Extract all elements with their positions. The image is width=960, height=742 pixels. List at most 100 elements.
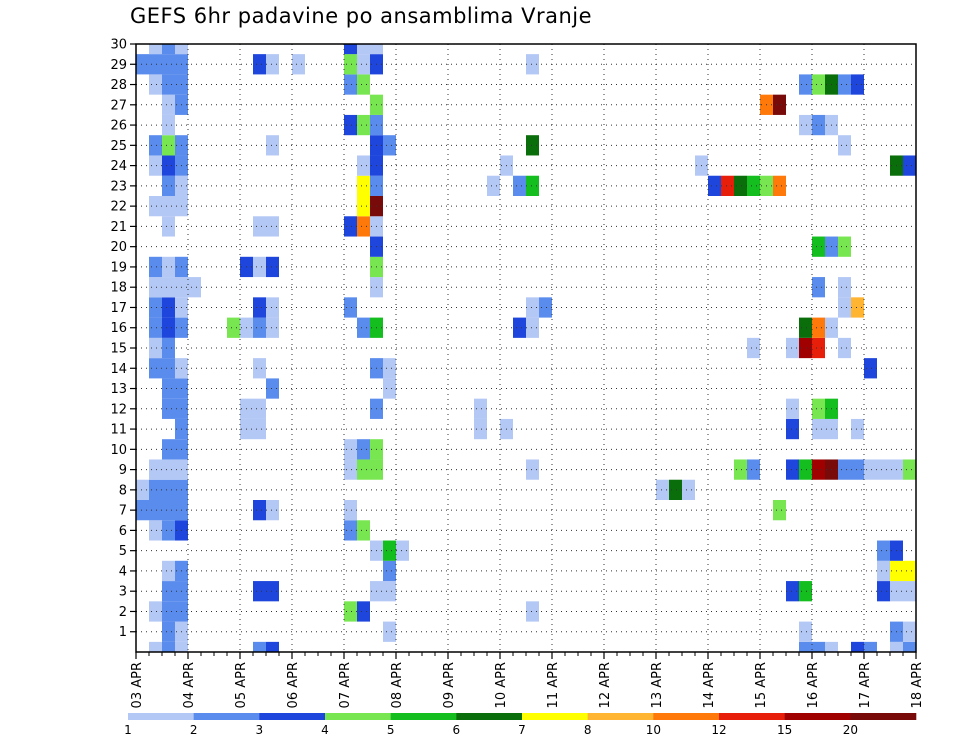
x-tick-label: 12 APR (598, 662, 613, 708)
y-tick-label: 8 (119, 483, 127, 498)
y-tick-label: 27 (110, 98, 127, 113)
heatmap-cell (162, 581, 175, 602)
colorbar-label: 1 (124, 723, 132, 737)
heatmap-cell (838, 277, 851, 298)
heatmap-cell (162, 358, 175, 379)
heatmap-cell (526, 135, 539, 156)
x-tick-label: 03 APR (130, 662, 145, 708)
colorbar-label: 5 (387, 723, 395, 737)
y-tick-label: 15 (110, 342, 127, 357)
heatmap-cell (188, 277, 201, 298)
heatmap-cell (253, 54, 266, 75)
heatmap-cell (812, 398, 825, 419)
heatmap-cell (370, 44, 383, 55)
heatmap-cell (812, 641, 825, 652)
x-tick-label: 04 APR (182, 662, 197, 708)
colorbar-swatch (522, 713, 588, 720)
heatmap-cell (344, 74, 357, 95)
heatmap-cell (812, 418, 825, 440)
heatmap-cell (162, 500, 175, 521)
colorbar-swatch (259, 713, 326, 720)
heatmap-cell (266, 256, 279, 278)
heatmap-cell (357, 216, 370, 237)
ticks-layer: 1234567891011121314151617181920212223242… (110, 38, 925, 709)
heatmap-cell (162, 175, 175, 196)
heatmap-cell (799, 337, 812, 359)
heatmap-cell (838, 337, 851, 359)
heatmap-cell (838, 236, 851, 257)
heatmap-cell (162, 520, 175, 541)
x-tick-label: 16 APR (806, 662, 821, 708)
heatmap-cell (812, 459, 825, 480)
heatmap-cell (838, 74, 851, 95)
heatmap-cell (149, 44, 162, 55)
y-tick-label: 5 (119, 544, 127, 559)
heatmap-cell (799, 114, 812, 136)
heatmap-cell (708, 175, 721, 196)
heatmap-cell (838, 297, 851, 318)
heatmap-cell (812, 277, 825, 298)
heatmap-cell (903, 560, 916, 582)
heatmap-cell (162, 94, 175, 115)
y-tick-label: 18 (110, 281, 127, 296)
heatmap-cell (266, 500, 279, 521)
heatmap-cell (877, 560, 890, 582)
heatmap-cell (357, 114, 370, 136)
heatmap-cell (474, 418, 487, 440)
heatmap-cell (162, 297, 175, 318)
heatmap-cell (799, 621, 812, 642)
colorbar-swatch (193, 713, 260, 720)
colorbar-swatch (456, 713, 523, 720)
y-tick-label: 19 (110, 260, 127, 275)
heatmap-cell (383, 560, 396, 582)
heatmap-cell (357, 459, 370, 480)
y-tick-label: 20 (110, 240, 127, 255)
heatmap-cell (162, 337, 175, 359)
y-tick-label: 24 (110, 159, 127, 174)
heatmap-cell (344, 601, 357, 622)
heatmap-cell (266, 216, 279, 237)
colorbar-label: 7 (518, 723, 526, 737)
heatmap-cell (526, 175, 539, 196)
heatmap-cell (136, 54, 149, 75)
colorbar: 1 2 3 4 5 6 7 8 10 12 15 20 (124, 713, 917, 737)
y-tick-label: 26 (110, 119, 127, 134)
heatmap-cell (344, 439, 357, 460)
heatmap-cell (526, 297, 539, 318)
heatmap-cell (162, 196, 175, 217)
heatmap-cell (344, 500, 357, 521)
heatmap-cell (162, 54, 175, 75)
heatmap-cell (253, 297, 266, 318)
cells-layer (136, 44, 916, 652)
heatmap-cell (253, 398, 266, 419)
heatmap-cell (773, 94, 786, 115)
heatmap-cell (838, 459, 851, 480)
colorbar-label: 3 (256, 723, 264, 737)
x-tick-label: 15 APR (754, 662, 769, 708)
heatmap-cell (734, 459, 747, 480)
heatmap-cell (292, 54, 305, 75)
heatmap-cell (253, 317, 266, 338)
heatmap-cell (851, 297, 864, 318)
y-tick-label: 25 (110, 139, 127, 154)
heatmap-cell (669, 479, 682, 500)
heatmap-cell (864, 358, 877, 379)
y-tick-label: 28 (110, 78, 127, 93)
y-tick-label: 13 (110, 382, 127, 397)
heatmap-cell (812, 74, 825, 95)
colorbar-swatch (784, 713, 851, 720)
heatmap-cell (786, 459, 799, 480)
heatmap-cell (357, 196, 370, 217)
heatmap-cell (149, 256, 162, 278)
y-tick-label: 9 (119, 463, 127, 478)
heatmap-cell (266, 581, 279, 602)
heatmap-cell (253, 641, 266, 652)
heatmap-cell (487, 175, 500, 196)
heatmap-cell (344, 459, 357, 480)
x-tick-label: 18 APR (910, 662, 925, 708)
heatmap-cell (162, 44, 175, 55)
heatmap-cell (357, 54, 370, 75)
heatmap-cell (253, 418, 266, 440)
y-tick-label: 7 (119, 504, 127, 519)
